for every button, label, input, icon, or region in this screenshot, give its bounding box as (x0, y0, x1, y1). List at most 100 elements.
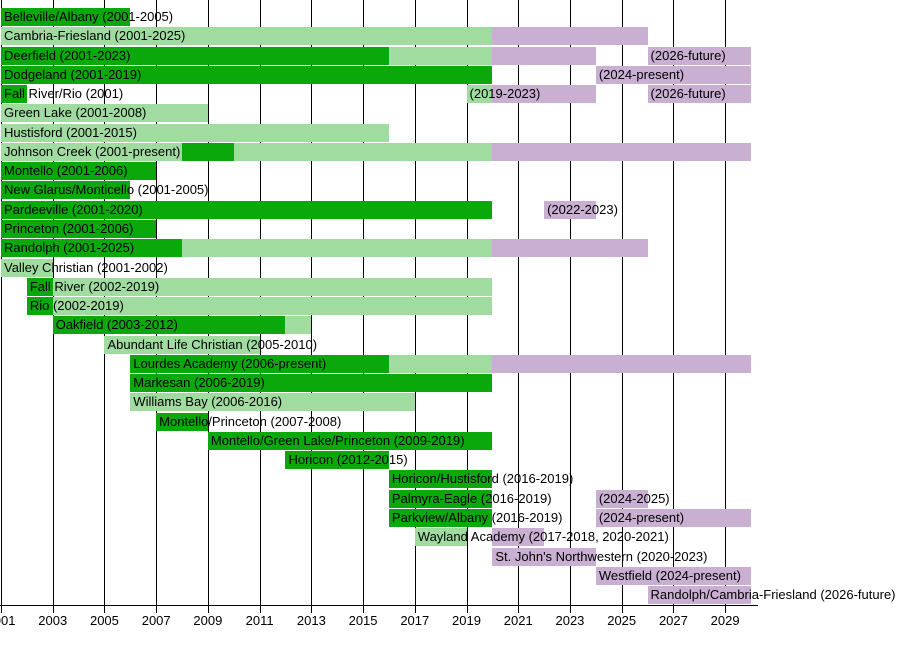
x-axis-tick (414, 606, 416, 613)
row-label: Johnson Creek (2001-present) (4, 143, 181, 159)
bar-segment (414, 528, 467, 547)
row-label: Pardeeville (2001-2020) (4, 201, 143, 217)
row-label: Hustisford (2001-2015) (4, 124, 137, 140)
row-label: Belleville/Albany (2001-2005) (4, 9, 174, 24)
x-axis-tick-label: 2025 (607, 613, 637, 628)
x-axis-tick (207, 606, 209, 613)
x-axis-tick (621, 606, 623, 613)
bar-segment (388, 470, 493, 489)
bar-segment (466, 85, 493, 104)
bar-segment (52, 316, 286, 335)
row-label: Valley Christian (2001-2002) (4, 259, 168, 275)
x-axis-tick-label: 2009 (193, 613, 223, 628)
bar-segment (1, 239, 183, 258)
bar-segment (1, 162, 157, 181)
bar-segment (388, 489, 493, 508)
bar-segment (595, 489, 648, 508)
row-label: Montello (2001-2006) (4, 163, 128, 179)
bar-segment (130, 354, 389, 373)
bar-segment (492, 85, 596, 104)
gridline (725, 0, 727, 605)
row-label: Horicon/Hustisford (2016-2019) (391, 471, 574, 487)
bar-segment (130, 393, 415, 412)
bar-segment (492, 547, 596, 566)
bar-segment (1, 219, 157, 238)
x-axis-tick (569, 606, 571, 613)
gridline (673, 0, 675, 605)
x-axis-tick-label: 2003 (38, 613, 68, 628)
row-label: Fall River/Rio (2001) (4, 86, 124, 102)
bar-segment (492, 354, 751, 373)
bar-segment (182, 239, 493, 258)
bar-segment (1, 104, 208, 123)
bar-segment (285, 316, 312, 335)
x-axis-tick-label: 2015 (348, 613, 378, 628)
row-label: Deerfield (2001-2023) (4, 47, 131, 63)
x-axis-tick (156, 606, 158, 613)
row-label: Green Lake (2001-2008) (4, 105, 147, 121)
gridline (569, 0, 571, 605)
bar-segment (595, 566, 751, 585)
x-axis-tick-label: 2027 (658, 613, 688, 628)
bar-segment (492, 142, 751, 161)
bar-segment (1, 27, 493, 46)
bar-segment (595, 65, 751, 84)
row-label: Randolph/Cambria-Friesland (2026-future) (650, 587, 896, 603)
x-axis-tick (311, 606, 313, 613)
bar-segment (233, 142, 493, 161)
bar-segment (26, 297, 53, 316)
row-label: Montello/Green Lake/Princeton (2009-2019… (210, 432, 465, 448)
extra-label: (2026-future) (650, 86, 726, 102)
row-label: Palmyra-Eagle (2016-2019) (391, 490, 552, 506)
x-axis-tick-label: 2005 (89, 613, 119, 628)
x-axis-tick (725, 606, 727, 613)
bar-segment (52, 277, 493, 296)
bar-segment (647, 46, 751, 65)
x-axis-tick (518, 606, 520, 613)
x-axis-tick-label: 2013 (296, 613, 326, 628)
bar-segment (492, 27, 648, 46)
bar-segment (1, 142, 183, 161)
bar-segment (1, 181, 131, 200)
extra-label: (2024-2025) (598, 490, 670, 506)
x-axis-tick (673, 606, 675, 613)
x-axis-tick-label: 2023 (555, 613, 585, 628)
bar-segment (52, 297, 493, 316)
gridline (1, 0, 2, 605)
row-label: Oakfield (2003-2012) (55, 317, 178, 333)
bar-segment (492, 239, 648, 258)
bar-segment (1, 46, 389, 65)
x-axis-line (0, 605, 758, 606)
extra-label: (2024-present) (598, 510, 685, 526)
bar-segment (544, 200, 596, 219)
bar-segment (1, 258, 53, 277)
bar-segment (388, 509, 493, 528)
bar-segment (182, 142, 234, 161)
bar-segment (492, 528, 545, 547)
x-axis-tick-label: 2021 (503, 613, 533, 628)
bar-segment (388, 354, 493, 373)
row-label: Dodgeland (2001-2019) (4, 66, 142, 82)
row-label: Wayland Academy (2017-2018, 2020-2021) (417, 529, 669, 545)
row-label: New Glarus/Monticello (2001-2005) (4, 182, 209, 198)
row-label: Parkview/Albany (2016-2019) (391, 510, 563, 526)
bar-segment (647, 85, 751, 104)
bar-segment (26, 277, 53, 296)
x-axis-tick (52, 606, 54, 613)
x-axis-tick (466, 606, 468, 613)
bar-segment (285, 451, 389, 470)
extra-label: (2022-2023) (547, 201, 618, 217)
gridline (518, 0, 520, 605)
extra-label: (2019-2023) (469, 86, 541, 102)
row-label: Lourdes Academy (2006-present) (133, 355, 327, 371)
x-axis-tick (363, 606, 365, 613)
x-axis-tick-label: 2011 (245, 613, 274, 628)
x-axis-tick (259, 606, 261, 613)
bar-segment (1, 123, 389, 142)
bar-segment (388, 46, 493, 65)
bar-segment (130, 374, 493, 393)
bar-segment (595, 509, 751, 528)
row-label: Princeton (2001-2006) (4, 220, 134, 236)
bar-segment (156, 412, 208, 431)
